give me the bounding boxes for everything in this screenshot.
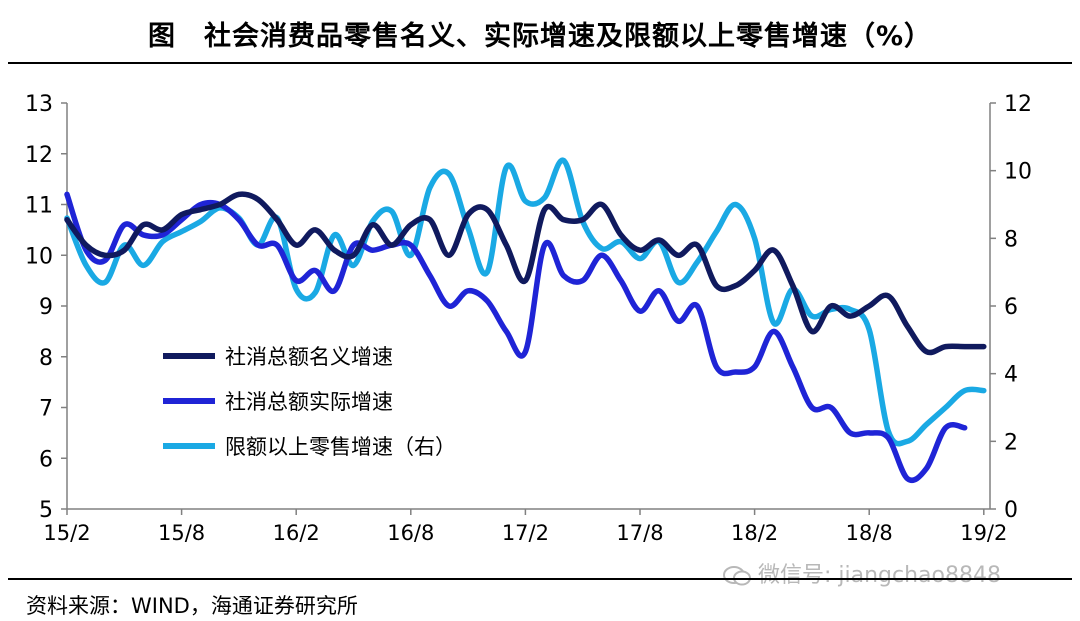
left-tick-label: 6	[39, 447, 53, 472]
left-tick-label: 13	[25, 92, 53, 117]
x-tick-label: 18/2	[731, 521, 778, 545]
right-tick-label: 2	[1004, 430, 1018, 455]
series-line-0	[64, 191, 987, 356]
right-tick-label: 6	[1004, 295, 1018, 320]
chart-title: 图 社会消费品零售名义、实际增速及限额以上零售增速（%）	[147, 21, 933, 52]
right-tick-label: 10	[1004, 160, 1032, 185]
right-tick-label: 12	[1004, 92, 1032, 117]
series-line-1	[64, 191, 968, 484]
x-tick-label: 17/8	[616, 521, 663, 545]
watermark-text: 微信号: jiangchao8848	[758, 563, 1001, 588]
chart-series	[64, 157, 987, 484]
chart-axes: 5 6 7 8 9 10 11 12 13 0 2 4 6 8 10 12 15/2 15/8 16/2 16/8 17…	[25, 92, 1032, 545]
right-tick-label: 0	[1004, 498, 1018, 523]
legend-label-2: 限额以上零售增速（右）	[225, 435, 456, 459]
x-tick-label: 15/8	[158, 521, 205, 545]
left-tick-label: 11	[25, 194, 53, 219]
line-chart: 5 6 7 8 9 10 11 12 13 0 2 4 6 8 10 12 15/2 15/8 16/2 16/8 17…	[25, 92, 1032, 545]
left-tick-label: 8	[39, 346, 53, 371]
watermark: 微信号: jiangchao8848	[722, 557, 1001, 589]
source-note: 资料来源：WIND，海通证券研究所	[26, 594, 358, 618]
legend-label-0: 社消总额名义增速	[225, 345, 393, 369]
footer-rule	[8, 578, 1072, 580]
x-tick-label: 18/8	[846, 521, 893, 545]
x-tick-label: 15/2	[43, 521, 90, 545]
left-tick-label: 5	[39, 498, 53, 523]
right-tick-label: 8	[1004, 227, 1018, 252]
legend-label-1: 社消总额实际增速	[225, 390, 393, 414]
x-tick-label: 19/2	[960, 521, 1007, 545]
wechat-icon	[723, 566, 751, 586]
left-tick-label: 9	[39, 295, 53, 320]
left-tick-label: 12	[25, 143, 53, 168]
left-tick-label: 7	[39, 397, 53, 422]
x-tick-label: 17/2	[502, 521, 549, 545]
x-tick-label: 16/8	[387, 521, 434, 545]
title-rule	[8, 62, 1072, 64]
right-tick-label: 4	[1004, 363, 1018, 388]
left-tick-label: 10	[25, 244, 53, 269]
x-tick-label: 16/2	[273, 521, 320, 545]
